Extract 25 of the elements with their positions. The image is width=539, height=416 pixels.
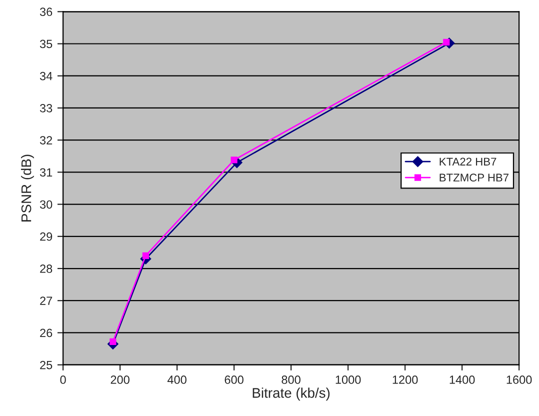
x-tick-label: 200 <box>110 376 130 384</box>
y-tick-label: 34 <box>40 72 52 80</box>
y-tick-label: 32 <box>40 136 52 144</box>
y-tick-label: 25 <box>40 360 52 370</box>
y-tick-label: 28 <box>40 264 52 273</box>
x-tick-label: 1400 <box>450 376 475 384</box>
y-tick-label: 29 <box>40 232 52 241</box>
y-tick-label: 33 <box>40 104 52 112</box>
x-tick-label: 600 <box>224 376 244 384</box>
y-tick-label: 35 <box>40 40 52 48</box>
y-tick-label: 36 <box>40 8 52 16</box>
x-tick-label: 1000 <box>336 376 361 384</box>
x-axis-title: Bitrate (kb/s) <box>252 388 330 401</box>
y-tick-label: 30 <box>40 200 52 209</box>
legend-label: BTZMCP HB7 <box>440 174 508 182</box>
y-axis-title: PSNR (dB) <box>21 154 34 222</box>
legend-label: KTA22 HB7 <box>440 158 496 166</box>
x-tick-label: 400 <box>167 376 186 384</box>
x-tick-label: 800 <box>282 376 300 384</box>
x-tick-label: 1600 <box>506 376 532 384</box>
y-tick-label: 27 <box>40 296 52 305</box>
x-tick-label: 0 <box>60 376 66 384</box>
y-tick-label: 31 <box>40 168 52 177</box>
x-tick-label: 1200 <box>392 376 418 384</box>
y-tick-label: 26 <box>40 328 52 338</box>
